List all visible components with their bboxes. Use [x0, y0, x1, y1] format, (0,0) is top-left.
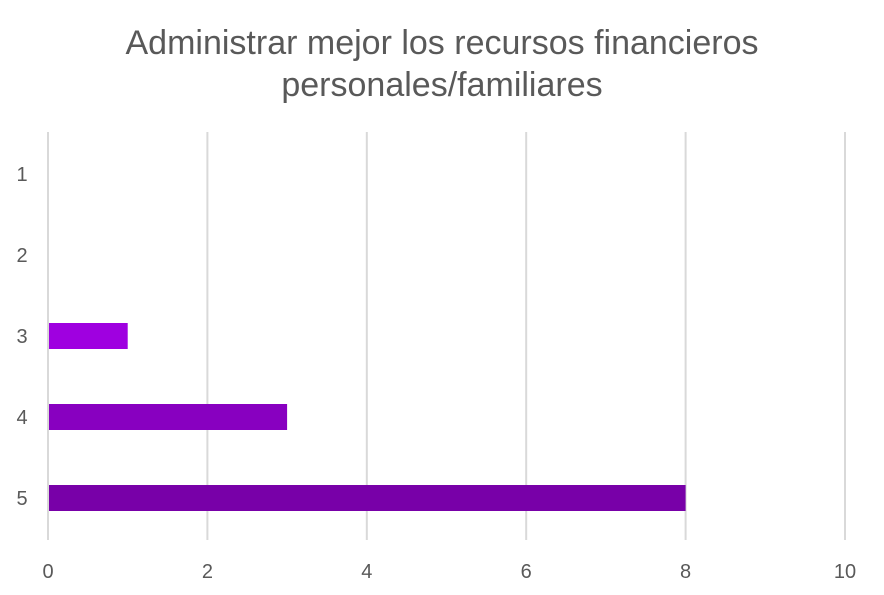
- y-category-label: 3: [16, 326, 27, 348]
- chart-title-line-1: Administrar mejor los recursos financier…: [125, 24, 759, 62]
- x-tick-label: 4: [361, 561, 372, 583]
- bars: [49, 323, 686, 511]
- bar-4: [49, 404, 288, 430]
- chart-title-line-2: personales/familiares: [281, 66, 603, 104]
- x-tick-label: 6: [521, 561, 532, 583]
- bar-3: [49, 323, 128, 349]
- gridlines: [47, 132, 846, 540]
- chart-title: Administrar mejor los recursos financier…: [0, 22, 884, 106]
- x-tick-label: 8: [680, 561, 691, 583]
- y-category-label: 1: [16, 164, 27, 186]
- x-tick-label: 10: [834, 561, 856, 583]
- y-category-label: 5: [16, 488, 27, 510]
- category-axis-labels: 1 2 3 4 5: [16, 164, 27, 510]
- x-tick-label: 0: [42, 561, 53, 583]
- value-axis-labels: 0 2 4 6 8 10: [42, 561, 856, 583]
- x-tick-label: 2: [202, 561, 213, 583]
- bar-5: [49, 485, 686, 511]
- y-category-label: 2: [16, 245, 27, 267]
- y-category-label: 4: [16, 407, 27, 429]
